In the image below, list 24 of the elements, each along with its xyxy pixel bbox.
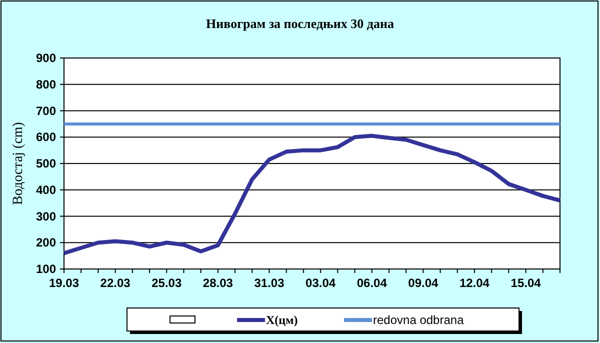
y-tick-label: 900 <box>36 51 56 65</box>
y-tick-label: 600 <box>36 130 56 144</box>
y-tick-label: 100 <box>36 262 56 276</box>
x-tick-label: 06.04 <box>356 276 388 290</box>
y-tick-label: 200 <box>36 236 56 250</box>
chart-title: Нивограм за последњих 30 дана <box>206 16 394 31</box>
y-tick-label: 300 <box>36 209 56 224</box>
y-axis-title: Водостај (cm) <box>11 122 26 205</box>
x-tick-label: 22.03 <box>100 276 131 290</box>
y-tick-label: 400 <box>36 182 56 197</box>
y-tick-label: 500 <box>36 156 56 170</box>
x-tick-label: 28.03 <box>202 276 234 290</box>
legend-label: X(цм) <box>266 313 298 327</box>
x-tick-label: 25.03 <box>152 276 182 290</box>
y-tick-label: 800 <box>36 77 56 92</box>
legend-label: redovna odbrana <box>373 313 464 327</box>
x-tick-label: 15.04 <box>510 276 542 290</box>
x-tick-label: 09.04 <box>408 276 439 290</box>
x-tick-label: 12.04 <box>459 276 490 290</box>
y-tick-label: 700 <box>36 104 56 118</box>
x-tick-label: 19.03 <box>48 276 80 290</box>
x-tick-label: 31.03 <box>254 276 285 290</box>
x-tick-label: 03.04 <box>306 276 336 290</box>
line-series <box>62 134 562 256</box>
